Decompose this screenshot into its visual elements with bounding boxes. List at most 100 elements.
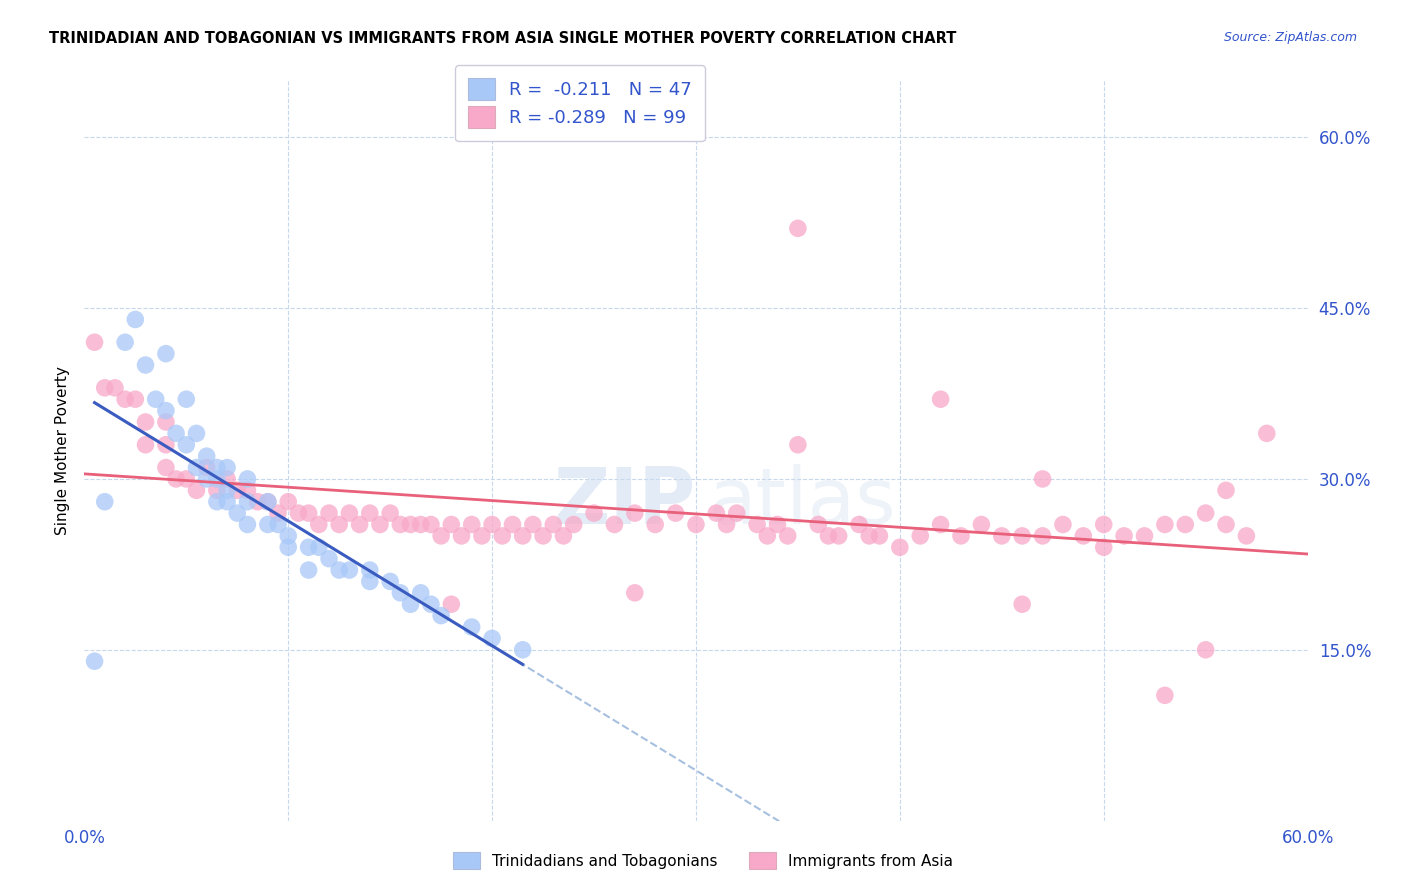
Point bbox=[257, 494, 280, 508]
Point bbox=[420, 597, 443, 611]
Point bbox=[359, 574, 381, 589]
Point bbox=[970, 517, 993, 532]
Text: ZIP: ZIP bbox=[554, 464, 696, 541]
Point bbox=[665, 506, 688, 520]
Point bbox=[318, 551, 340, 566]
Point bbox=[685, 517, 707, 532]
Point bbox=[308, 517, 330, 532]
Point bbox=[267, 506, 290, 520]
Point bbox=[491, 529, 513, 543]
Point bbox=[236, 517, 259, 532]
Point bbox=[787, 221, 810, 235]
Point bbox=[929, 517, 952, 532]
Point bbox=[1073, 529, 1095, 543]
Point bbox=[174, 472, 197, 486]
Legend: Trinidadians and Tobagonians, Immigrants from Asia: Trinidadians and Tobagonians, Immigrants… bbox=[447, 846, 959, 875]
Point bbox=[1154, 517, 1177, 532]
Point bbox=[440, 517, 463, 532]
Point bbox=[1215, 483, 1237, 498]
Point bbox=[1133, 529, 1156, 543]
Point bbox=[267, 517, 290, 532]
Point bbox=[195, 460, 218, 475]
Point bbox=[124, 392, 146, 407]
Point bbox=[165, 426, 187, 441]
Point bbox=[430, 608, 453, 623]
Point bbox=[277, 494, 299, 508]
Point bbox=[368, 517, 391, 532]
Point bbox=[817, 529, 839, 543]
Point bbox=[1011, 529, 1033, 543]
Point bbox=[512, 529, 534, 543]
Text: atlas: atlas bbox=[709, 464, 896, 541]
Point bbox=[93, 494, 115, 508]
Point bbox=[1154, 689, 1177, 703]
Point bbox=[522, 517, 544, 532]
Point bbox=[828, 529, 851, 543]
Point bbox=[298, 563, 321, 577]
Point bbox=[155, 403, 177, 417]
Point bbox=[1215, 517, 1237, 532]
Point bbox=[359, 506, 381, 520]
Point bbox=[174, 438, 197, 452]
Point bbox=[929, 392, 952, 407]
Point bbox=[186, 460, 208, 475]
Point bbox=[1092, 517, 1115, 532]
Point bbox=[1032, 472, 1054, 486]
Point bbox=[787, 438, 810, 452]
Point bbox=[1032, 529, 1054, 543]
Point bbox=[195, 472, 218, 486]
Point bbox=[807, 517, 830, 532]
Point bbox=[186, 426, 208, 441]
Point bbox=[217, 483, 239, 498]
Point bbox=[624, 586, 647, 600]
Point bbox=[277, 541, 299, 555]
Point bbox=[747, 517, 769, 532]
Point bbox=[725, 506, 748, 520]
Point bbox=[910, 529, 932, 543]
Point bbox=[114, 392, 136, 407]
Point bbox=[124, 312, 146, 326]
Point bbox=[380, 506, 402, 520]
Point bbox=[195, 449, 218, 463]
Point bbox=[776, 529, 799, 543]
Point bbox=[562, 517, 585, 532]
Point bbox=[217, 460, 239, 475]
Point bbox=[155, 346, 177, 360]
Point bbox=[583, 506, 606, 520]
Point bbox=[205, 472, 228, 486]
Point bbox=[298, 541, 321, 555]
Point bbox=[1174, 517, 1197, 532]
Point bbox=[399, 517, 422, 532]
Point bbox=[603, 517, 626, 532]
Point bbox=[287, 506, 309, 520]
Point bbox=[135, 438, 157, 452]
Point bbox=[226, 483, 249, 498]
Point bbox=[389, 586, 412, 600]
Point bbox=[104, 381, 127, 395]
Point bbox=[339, 563, 361, 577]
Point bbox=[512, 642, 534, 657]
Point bbox=[328, 517, 350, 532]
Point bbox=[359, 563, 381, 577]
Point bbox=[236, 472, 259, 486]
Point bbox=[1114, 529, 1136, 543]
Point bbox=[339, 506, 361, 520]
Text: Source: ZipAtlas.com: Source: ZipAtlas.com bbox=[1223, 31, 1357, 45]
Point bbox=[308, 541, 330, 555]
Point bbox=[848, 517, 870, 532]
Point bbox=[644, 517, 666, 532]
Point bbox=[83, 335, 105, 350]
Text: TRINIDADIAN AND TOBAGONIAN VS IMMIGRANTS FROM ASIA SINGLE MOTHER POVERTY CORRELA: TRINIDADIAN AND TOBAGONIAN VS IMMIGRANTS… bbox=[49, 31, 956, 46]
Point bbox=[257, 494, 280, 508]
Point bbox=[1256, 426, 1278, 441]
Point bbox=[205, 460, 228, 475]
Point bbox=[1236, 529, 1258, 543]
Point bbox=[1195, 642, 1218, 657]
Y-axis label: Single Mother Poverty: Single Mother Poverty bbox=[55, 366, 70, 535]
Point bbox=[328, 563, 350, 577]
Point bbox=[380, 574, 402, 589]
Point bbox=[950, 529, 973, 543]
Point bbox=[114, 335, 136, 350]
Point bbox=[716, 517, 738, 532]
Point bbox=[155, 415, 177, 429]
